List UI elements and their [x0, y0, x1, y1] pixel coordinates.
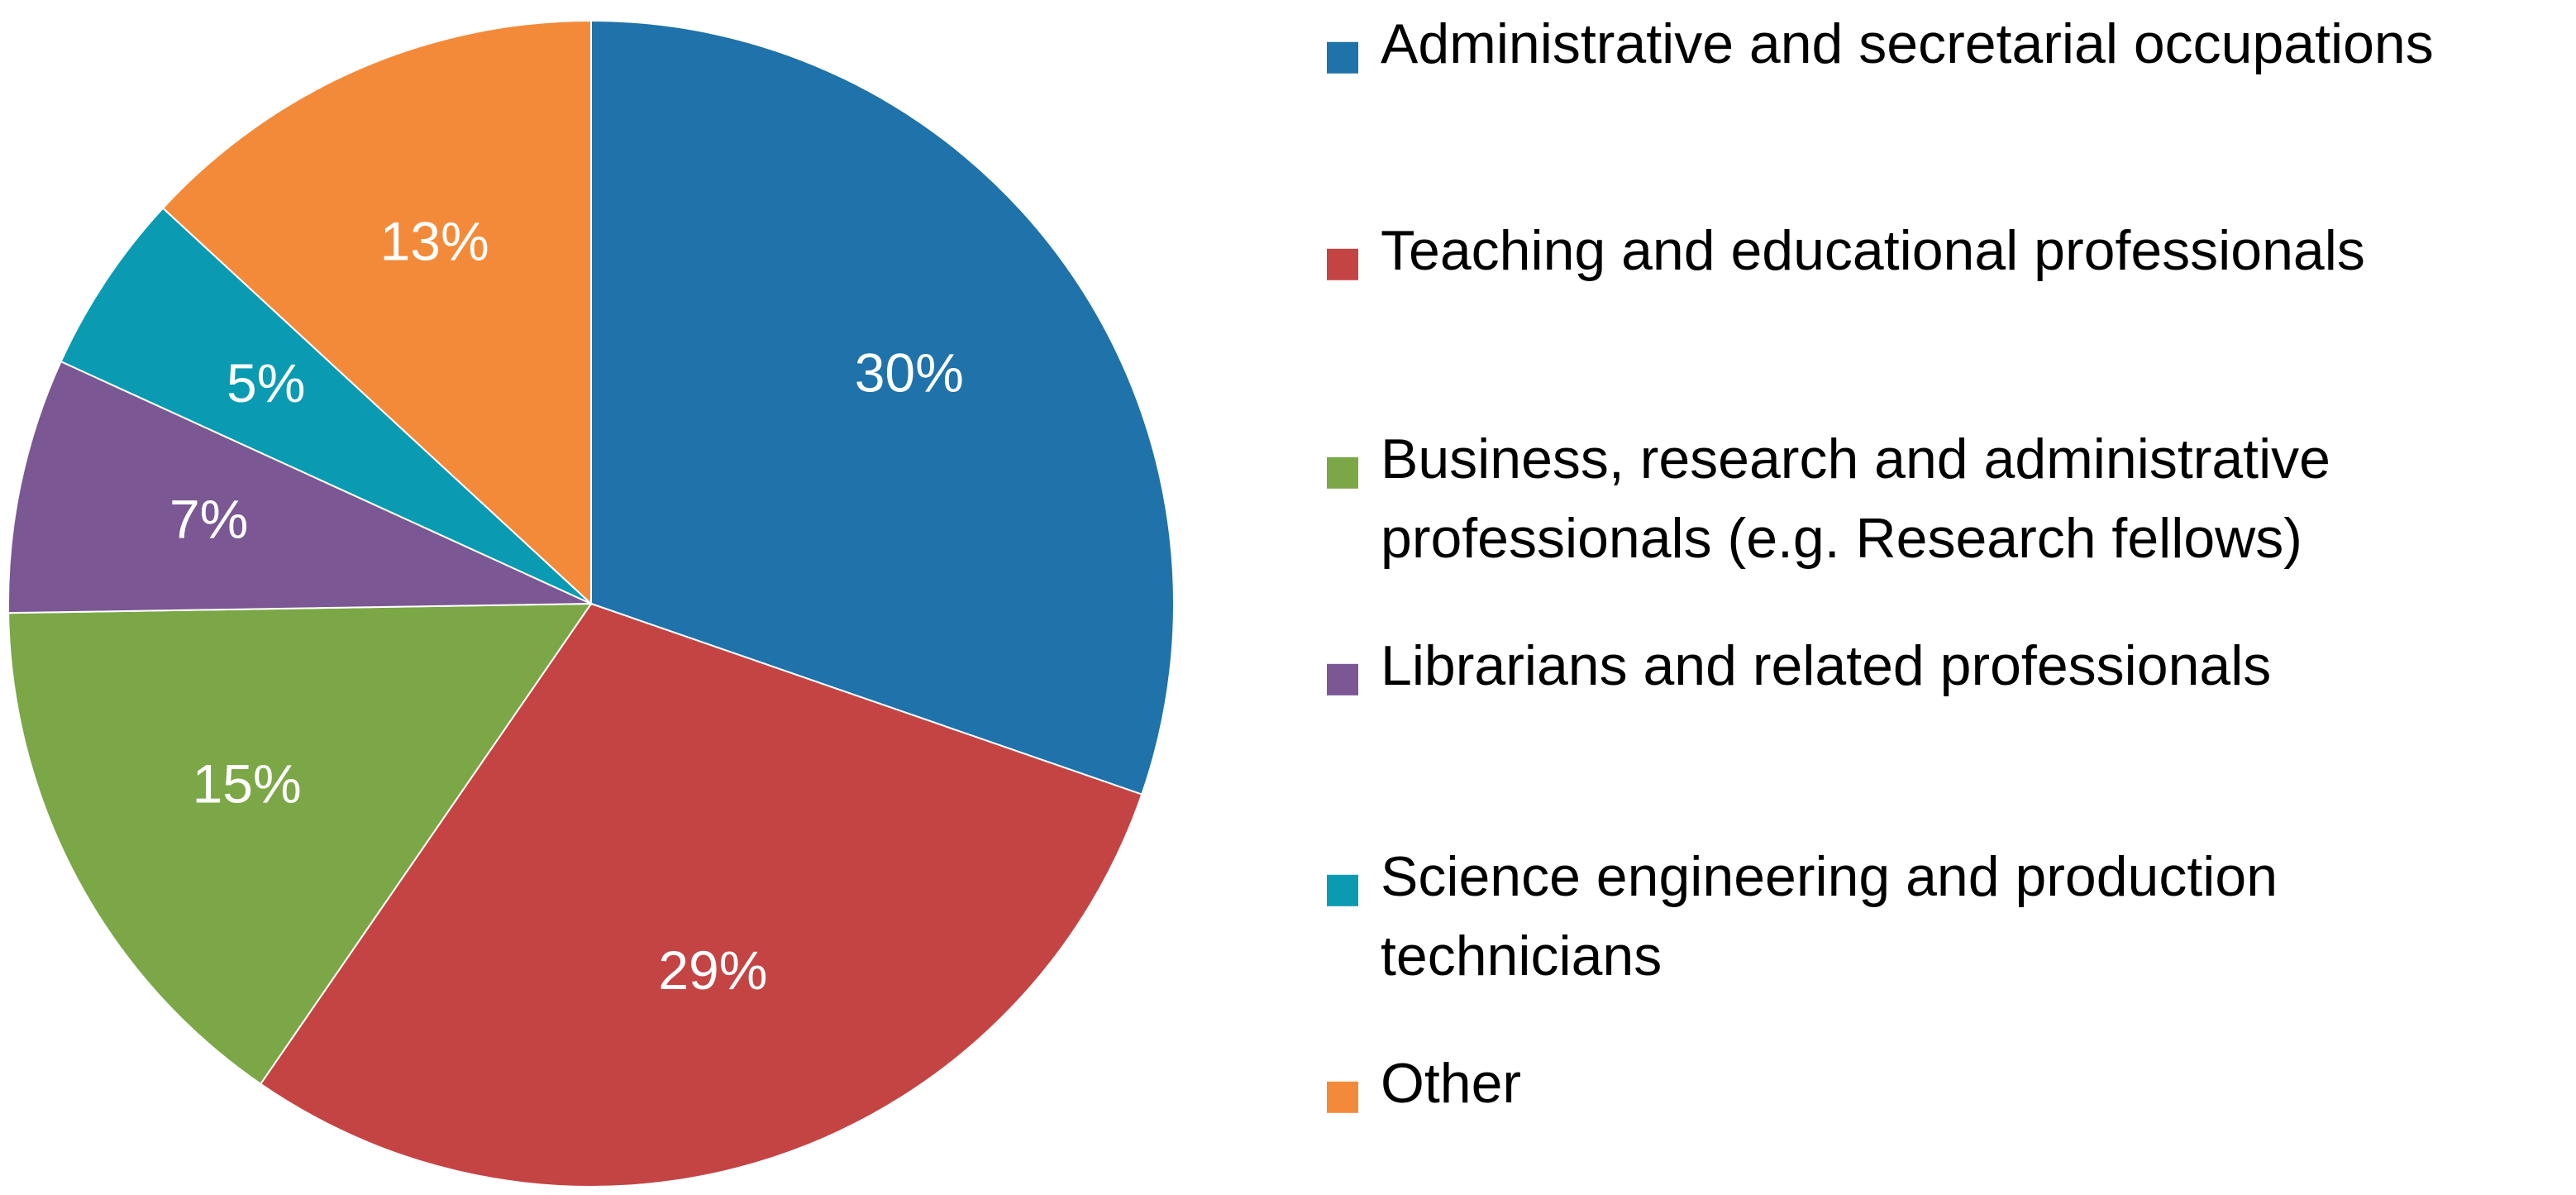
legend-item-other: Other — [1327, 1052, 1521, 1115]
slice-label-other: 13% — [380, 211, 489, 272]
pie-slice-librarians-and-related-professionals — [7, 360, 592, 614]
legend-swatch-librarians-and-related-professionals — [1327, 663, 1358, 695]
pie-slices — [7, 19, 1175, 1188]
pie-slice-labels: 30% 29% 15% 7% 5% 13% — [169, 211, 964, 1001]
legend-label-science-engineering-and-production-technicians: Science engineering and production techni… — [1381, 845, 2278, 987]
legend-label-other: Other — [1381, 1052, 1521, 1115]
legend-label-librarians-and-related-professionals: Librarians and related professionals — [1381, 634, 2271, 697]
slice-label-administrative-and-secretarial-occupations: 30% — [855, 342, 964, 403]
pie-slice-other — [161, 19, 592, 606]
legend-item-business-research-and-administrative-professionals-e-g-research-fellows: Business, research and administrative pro… — [1327, 428, 2330, 570]
pie-slice-science-engineering-and-production-technicians — [60, 207, 592, 605]
pie-slice-administrative-and-secretarial-occupations — [590, 19, 1175, 796]
legend-item-librarians-and-related-professionals: Librarians and related professionals — [1327, 634, 2271, 697]
legend-item-administrative-and-secretarial-occupations: Administrative and secretarial occupatio… — [1327, 12, 2434, 75]
legend-swatch-teaching-and-educational-professionals — [1327, 248, 1358, 280]
legend-swatch-science-engineering-and-production-technicians — [1327, 874, 1358, 906]
slice-label-science-engineering-and-production-technicians: 5% — [227, 352, 305, 413]
legend-swatch-business-research-and-administrative-professionals-e-g-research-fellows — [1327, 456, 1358, 489]
slice-label-business-research-and-administrative-professionals-e-g-research-fellows: 15% — [193, 753, 302, 815]
legend-label-teaching-and-educational-professionals: Teaching and educational professionals — [1381, 219, 2365, 282]
legend-swatch-administrative-and-secretarial-occupations — [1327, 41, 1358, 74]
legend-item-teaching-and-educational-professionals: Teaching and educational professionals — [1327, 219, 2365, 282]
legend: Administrative and secretarial occupatio… — [1327, 12, 2434, 1115]
pie-slice-business-research-and-administrative-professionals-e-g-research-fellows — [7, 602, 593, 1086]
legend-swatch-other — [1327, 1081, 1358, 1113]
pie-slice-teaching-and-educational-professionals — [259, 602, 1143, 1188]
legend-label-business-research-and-administrative-professionals-e-g-research-fellows: Business, research and administrative pro… — [1381, 428, 2330, 570]
slice-label-teaching-and-educational-professionals: 29% — [658, 939, 767, 1001]
legend-label-administrative-and-secretarial-occupations: Administrative and secretarial occupatio… — [1381, 12, 2434, 75]
slice-label-librarians-and-related-professionals: 7% — [169, 489, 248, 550]
legend-item-science-engineering-and-production-technicians: Science engineering and production techni… — [1327, 845, 2278, 987]
